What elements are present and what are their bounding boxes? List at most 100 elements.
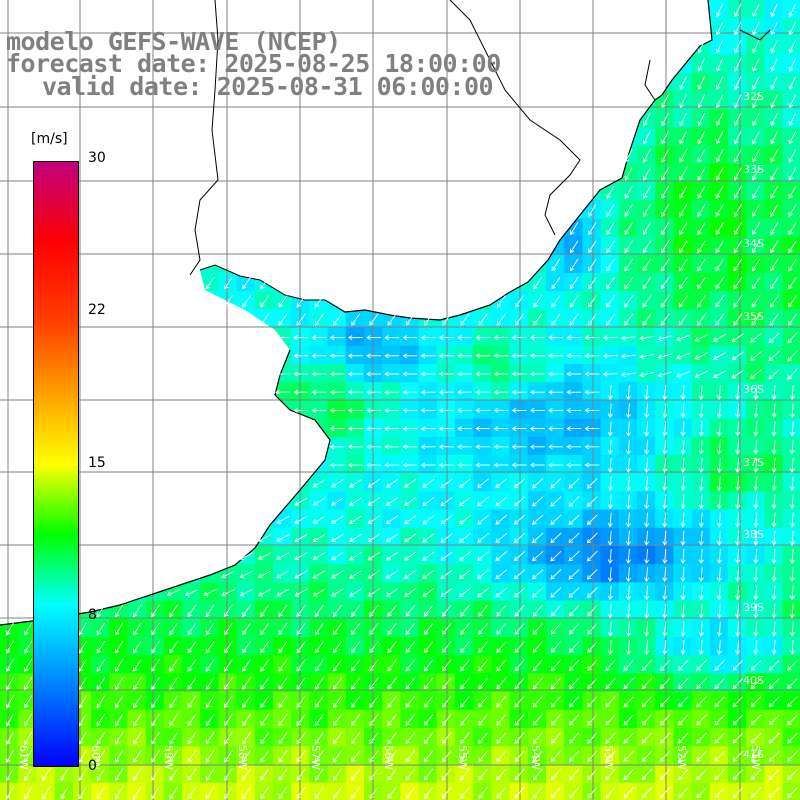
wind-vector: [151, 677, 160, 691]
wind-vector: [770, 94, 778, 109]
wind-vector: [787, 659, 798, 671]
wind-vector: [529, 353, 545, 359]
colorbar-tick-30: 30: [88, 150, 106, 166]
wind-vector: [441, 604, 452, 617]
wind-vector: [753, 603, 759, 619]
wind-vector: [312, 570, 326, 579]
wind-vector: [750, 678, 762, 689]
wind-vector: [314, 641, 324, 654]
wind-vector: [680, 585, 686, 601]
wind-vector: [662, 567, 668, 583]
wind-vector: [402, 353, 418, 359]
wind-vector: [735, 457, 741, 473]
wind-vector: [349, 515, 362, 524]
title-model: modelo GEFS-WAVE (NCEP): [6, 27, 341, 56]
wind-vector: [679, 130, 687, 145]
wind-vector: [625, 548, 631, 564]
wind-vector: [314, 732, 324, 745]
wind-vector: [714, 750, 725, 762]
wind-vector: [752, 203, 761, 217]
wind-vector: [260, 295, 270, 308]
wind-vector: [680, 476, 686, 492]
wind-vector: [275, 389, 290, 395]
wind-vector: [712, 351, 727, 360]
wind-vector: [753, 512, 759, 528]
wind-vector: [750, 732, 762, 744]
wind-vector: [187, 713, 197, 727]
wind-vector: [566, 371, 582, 377]
wind-vector: [569, 276, 579, 290]
wind-vector: [441, 732, 452, 745]
wind-vector: [533, 313, 543, 326]
wind-vector: [78, 786, 87, 800]
wind-vector: [569, 750, 580, 763]
wind-vector: [387, 695, 397, 708]
lat-label: 36S: [743, 383, 764, 396]
wind-vector: [607, 403, 613, 419]
wind-vector: [657, 335, 673, 342]
wind-vector: [457, 426, 472, 432]
wind-vector: [715, 240, 724, 254]
wind-vector: [569, 313, 579, 326]
wind-vector: [24, 658, 33, 672]
wind-vector: [716, 512, 722, 528]
wind-vector: [716, 476, 722, 492]
wind-vector: [423, 641, 434, 654]
wind-vector: [731, 369, 745, 379]
wind-vector: [606, 185, 615, 199]
wind-vector: [205, 604, 215, 618]
wind-vector: [438, 426, 454, 432]
wind-vector: [680, 512, 686, 528]
wind-vector: [678, 714, 689, 726]
wind-vector: [680, 403, 686, 419]
wind-vector: [384, 371, 400, 377]
wind-vector: [662, 585, 668, 601]
wind-vector: [734, 76, 742, 90]
wind-vector: [511, 444, 527, 450]
wind-vector: [661, 167, 669, 181]
wind-vector: [333, 732, 343, 745]
wind-vector: [78, 731, 87, 745]
wind-vector: [584, 426, 600, 432]
wind-vector: [242, 604, 251, 618]
wind-vector: [495, 551, 508, 562]
wind-vector: [514, 623, 525, 635]
wind-vector: [24, 768, 33, 782]
wind-vector: [420, 389, 436, 395]
wind-vector: [696, 696, 707, 708]
wind-vector: [698, 621, 704, 637]
wind-vector: [735, 621, 741, 637]
wind-vector: [405, 313, 415, 326]
wind-vector: [788, 112, 797, 127]
wind-vector: [734, 130, 742, 145]
wind-vector: [569, 605, 580, 617]
wind-vector: [257, 534, 272, 542]
lon-label: 53W: [602, 745, 615, 770]
wind-vector: [569, 732, 580, 744]
wind-vector: [347, 407, 363, 413]
wind-vector: [224, 659, 233, 672]
wind-vector: [588, 276, 597, 290]
wind-vector: [789, 530, 795, 546]
wind-vector: [768, 350, 780, 362]
wind-vector: [133, 731, 142, 745]
wind-vector: [460, 695, 470, 708]
lon-label: 54W: [529, 745, 542, 770]
wind-vector: [96, 695, 106, 709]
wind-vector: [570, 222, 579, 236]
wind-vector: [385, 569, 399, 579]
wind-vector: [606, 222, 615, 236]
wind-vector: [314, 622, 324, 636]
wind-vector: [715, 167, 724, 181]
wind-vector: [475, 389, 491, 395]
wind-vector: [511, 335, 527, 341]
wind-vector: [347, 335, 363, 341]
wind-vector: [770, 112, 778, 127]
wind-vector: [441, 677, 452, 690]
wind-vector: [607, 530, 613, 546]
wind-vector: [514, 714, 525, 726]
wind-vector: [278, 786, 288, 799]
wind-vector: [239, 588, 254, 597]
wind-vector: [5, 749, 14, 764]
wind-vector: [642, 149, 651, 163]
